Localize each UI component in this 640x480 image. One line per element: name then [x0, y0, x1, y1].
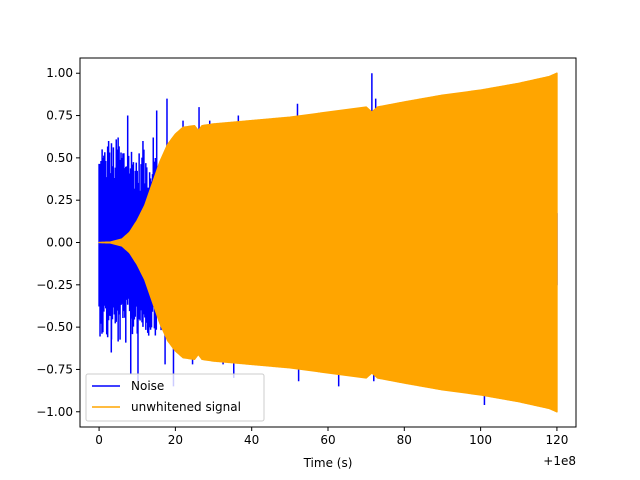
y-tick-label: 0.25 [46, 193, 73, 207]
legend-box [85, 373, 265, 422]
x-tick-label: 60 [320, 433, 335, 447]
x-tick-label: 120 [545, 433, 568, 447]
series-layer [98, 72, 558, 413]
y-tick-label: −0.25 [36, 278, 73, 292]
y-tick-label: −1.00 [36, 405, 73, 419]
y-tick-label: 0.00 [46, 236, 73, 250]
x-axis-label: Time (s) [303, 456, 353, 470]
y-tick-label: −0.50 [36, 320, 73, 334]
y-tick-label: 0.75 [46, 109, 73, 123]
x-tick-label: 20 [168, 433, 183, 447]
x-tick-label: 0 [95, 433, 103, 447]
y-tick-label: 0.50 [46, 151, 73, 165]
legend: Noise unwhitened signal [85, 373, 265, 422]
y-axis: −1.00 −0.75 −0.50 −0.25 0.00 0.25 0.50 0.75 1.00 [36, 66, 80, 419]
x-tick-label: 100 [469, 433, 492, 447]
legend-label-unwhitened-signal: unwhitened signal [131, 400, 241, 414]
x-tick-label: 40 [244, 433, 259, 447]
x-offset-label: +1e8 [543, 454, 576, 468]
series-unwhitened-signal [98, 72, 558, 413]
legend-label-noise: Noise [131, 379, 164, 393]
y-tick-label: −0.75 [36, 362, 73, 376]
x-axis: 0 20 40 60 80 100 120 [95, 427, 568, 447]
y-tick-label: 1.00 [46, 66, 73, 80]
x-tick-label: 80 [397, 433, 412, 447]
